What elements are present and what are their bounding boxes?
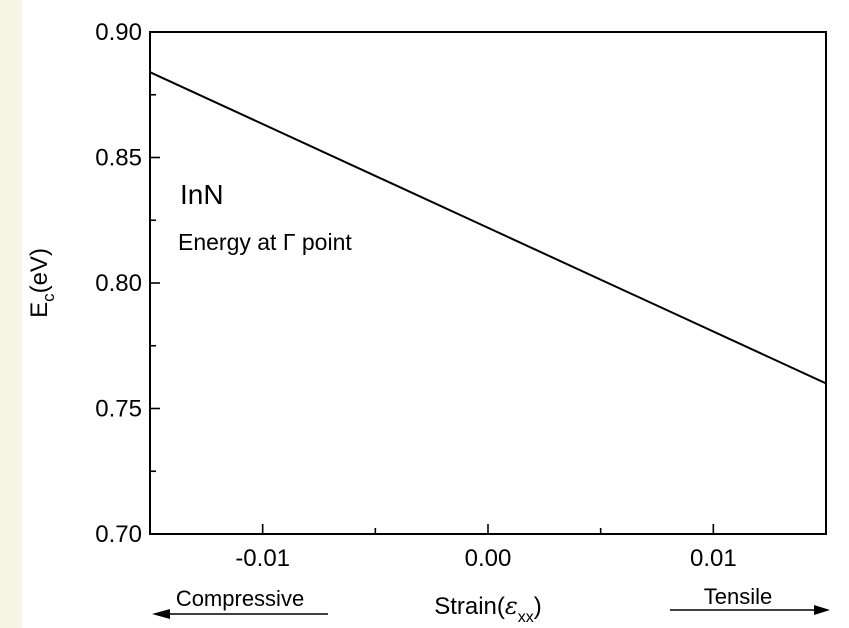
compressive-label: Compressive (176, 586, 304, 611)
x-label-close: ) (534, 593, 542, 620)
tensile-arrow-head (814, 605, 830, 615)
y-axis-label: Ec(eV) (26, 248, 58, 318)
series-layer (149, 71, 827, 385)
y-tick-label: 0.75 (95, 396, 142, 423)
y-tick-label: 0.90 (95, 19, 142, 46)
x-label-symbol: ε (505, 592, 518, 620)
x-axis-label: Strain(εxx) (434, 592, 542, 626)
x-tick-label: 0.00 (465, 545, 512, 572)
figure-area (22, 0, 849, 628)
x-tick-label: -0.01 (235, 545, 290, 572)
y-tick-label: 0.85 (95, 145, 142, 172)
material-label: InN (180, 179, 224, 210)
x-axis-ticks: -0.01 0.00 0.01 (149, 524, 827, 572)
y-tick-label: 0.80 (95, 270, 142, 297)
x-tick-label: 0.01 (690, 545, 737, 572)
x-label-main: Strain( (434, 593, 505, 620)
description-label: Energy at Γ point (178, 229, 352, 255)
svg-text:Ec(eV): Ec(eV) (26, 248, 58, 318)
tensile-label: Tensile (704, 584, 772, 609)
y-label-main: E (26, 302, 53, 318)
y-label-unit: (eV) (26, 248, 53, 293)
series-line (149, 71, 827, 385)
x-label-subscript: xx (518, 609, 534, 626)
y-axis-ticks: 0.70 0.75 0.80 0.85 0.90 (95, 19, 160, 548)
y-tick-label: 0.70 (95, 521, 142, 548)
y-label-subscript: c (39, 293, 58, 302)
compressive-arrow-head (152, 609, 170, 619)
